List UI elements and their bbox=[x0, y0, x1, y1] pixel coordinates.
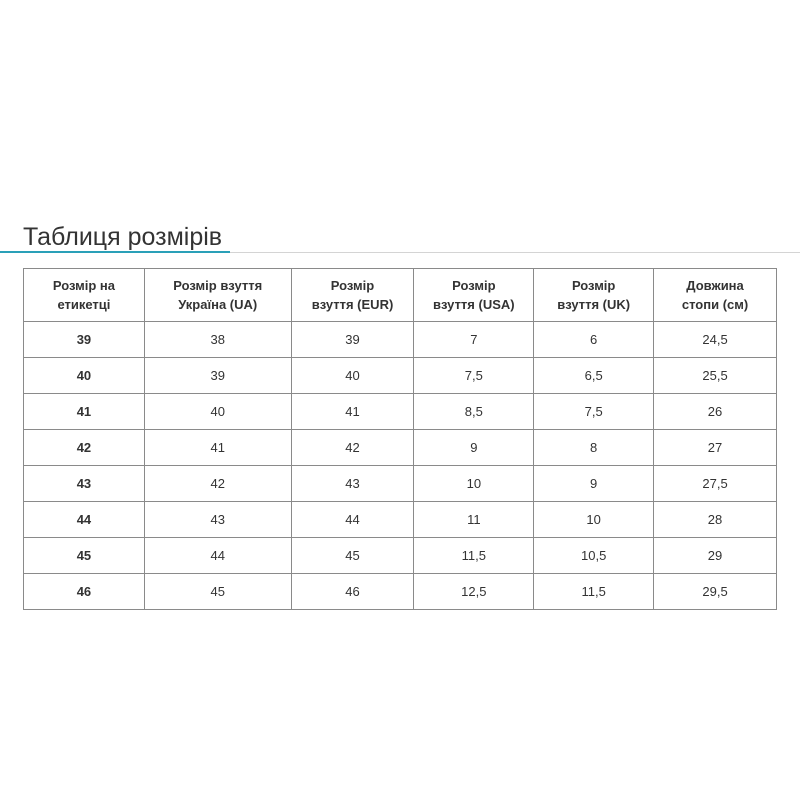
table-cell: 38 bbox=[143, 321, 292, 358]
table-row: 46 45 46 12,5 11,5 29,5 bbox=[23, 573, 777, 610]
table-cell: 10 bbox=[533, 501, 655, 538]
table-cell: 8 bbox=[533, 429, 655, 466]
page-title: Таблиця розмірів bbox=[23, 222, 223, 251]
table-cell: 10,5 bbox=[533, 537, 655, 574]
table-cell: 45 bbox=[23, 537, 145, 574]
table-cell: 42 bbox=[290, 429, 415, 466]
column-header-line: Розмір на bbox=[52, 278, 115, 293]
table-row: 39 38 39 7 6 24,5 bbox=[23, 321, 777, 358]
table-cell: 10 bbox=[413, 465, 535, 502]
column-header-line: взуття (UK) bbox=[557, 297, 631, 312]
column-header: Розмір взуття Україна (UA) bbox=[143, 268, 292, 322]
table-cell: 6 bbox=[533, 321, 655, 358]
table-cell: 25,5 bbox=[653, 357, 777, 394]
table-cell: 45 bbox=[143, 573, 292, 610]
table-cell: 42 bbox=[143, 465, 292, 502]
column-header-line: етикетці bbox=[57, 297, 111, 312]
table-row: 42 41 42 9 8 27 bbox=[23, 429, 777, 466]
table-row: 41 40 41 8,5 7,5 26 bbox=[23, 393, 777, 430]
column-header-line: Довжина bbox=[686, 278, 744, 293]
column-header-line: Розмір bbox=[571, 278, 616, 293]
table-cell: 43 bbox=[143, 501, 292, 538]
table-cell: 7 bbox=[413, 321, 535, 358]
column-header: Розмір взуття (USA) bbox=[413, 268, 535, 322]
table-cell: 28 bbox=[653, 501, 777, 538]
table-cell: 8,5 bbox=[413, 393, 535, 430]
column-header: Довжина стопи (см) bbox=[653, 268, 777, 322]
table-row: 45 44 45 11,5 10,5 29 bbox=[23, 537, 777, 574]
table-cell: 42 bbox=[23, 429, 145, 466]
table-cell: 41 bbox=[143, 429, 292, 466]
table-cell: 39 bbox=[143, 357, 292, 394]
table-cell: 11,5 bbox=[413, 537, 535, 574]
table-cell: 46 bbox=[290, 573, 415, 610]
table-cell: 43 bbox=[23, 465, 145, 502]
table-cell: 27,5 bbox=[653, 465, 777, 502]
table-cell: 27 bbox=[653, 429, 777, 466]
table-cell: 26 bbox=[653, 393, 777, 430]
table-cell: 40 bbox=[143, 393, 292, 430]
column-header: Розмір взуття (EUR) bbox=[290, 268, 415, 322]
table-cell: 44 bbox=[143, 537, 292, 574]
table-cell: 40 bbox=[290, 357, 415, 394]
table-row: 40 39 40 7,5 6,5 25,5 bbox=[23, 357, 777, 394]
table-cell: 24,5 bbox=[653, 321, 777, 358]
table-cell: 39 bbox=[290, 321, 415, 358]
title-divider bbox=[0, 252, 800, 253]
table-cell: 44 bbox=[290, 501, 415, 538]
column-header-line: Розмір bbox=[452, 278, 496, 293]
table-cell: 7,5 bbox=[413, 357, 535, 394]
table-row: 43 42 43 10 9 27,5 bbox=[23, 465, 777, 502]
column-header-line: Розмір bbox=[330, 278, 375, 293]
column-header: Розмір взуття (UK) bbox=[533, 268, 655, 322]
table-cell: 45 bbox=[290, 537, 415, 574]
table-cell: 39 bbox=[23, 321, 145, 358]
column-header-line: взуття (USA) bbox=[433, 297, 515, 312]
column-header-line: стопи (см) bbox=[681, 297, 749, 312]
table-row: 44 43 44 11 10 28 bbox=[23, 501, 777, 538]
size-chart-table: Розмір на етикетці Розмір взуття Україна (U… bbox=[23, 268, 777, 610]
table-cell: 46 bbox=[23, 573, 145, 610]
table-cell: 11 bbox=[413, 501, 535, 538]
table-cell: 40 bbox=[23, 357, 145, 394]
table-cell: 9 bbox=[413, 429, 535, 466]
table-cell: 41 bbox=[23, 393, 145, 430]
table-cell: 12,5 bbox=[413, 573, 535, 610]
column-header-line: Україна (UA) bbox=[178, 297, 258, 312]
column-header-line: взуття (EUR) bbox=[311, 297, 394, 312]
table-header-row: Розмір на етикетці Розмір взуття Україна (U… bbox=[23, 268, 777, 322]
column-header: Розмір на етикетці bbox=[23, 268, 145, 322]
table-cell: 41 bbox=[290, 393, 415, 430]
table-cell: 44 bbox=[23, 501, 145, 538]
column-header-line: Розмір взуття bbox=[173, 278, 263, 293]
table-cell: 6,5 bbox=[533, 357, 655, 394]
title-accent-underline bbox=[0, 251, 230, 253]
table-cell: 9 bbox=[533, 465, 655, 502]
table-cell: 43 bbox=[290, 465, 415, 502]
table-cell: 7,5 bbox=[533, 393, 655, 430]
table-cell: 11,5 bbox=[533, 573, 655, 610]
table-cell: 29 bbox=[653, 537, 777, 574]
table-cell: 29,5 bbox=[653, 573, 777, 610]
